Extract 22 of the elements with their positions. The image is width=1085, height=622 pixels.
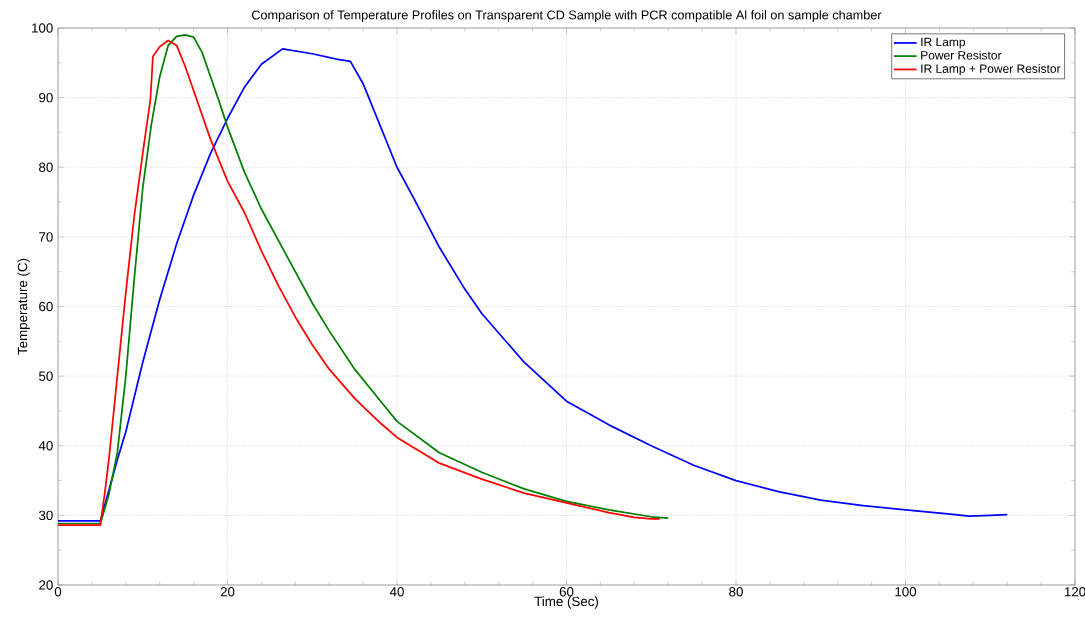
x-tick-label: 20 — [220, 587, 235, 597]
y-tick-label: 30 — [38, 510, 53, 521]
x-tick-label: 60 — [559, 587, 574, 597]
legend-label: IR Lamp — [921, 37, 966, 49]
chart-title: Comparison of Temperature Profiles on Transparent CD Sample with PCR compatible Al foil on sample chamber — [251, 10, 882, 22]
y-tick-label: 60 — [39, 301, 53, 312]
y-tick-label: 50 — [39, 371, 53, 381]
y-tick-label: 80 — [39, 162, 53, 172]
x-tick-label: 40 — [389, 587, 404, 597]
x-tick-label: 100 — [895, 587, 917, 597]
x-axis-title: Time (Sec) — [534, 596, 599, 609]
y-tick-label: 20 — [39, 580, 53, 590]
y-axis-title: Temperature (C) — [17, 258, 30, 355]
x-tick-label: 120 — [1064, 587, 1085, 597]
y-tick-label: 90 — [39, 92, 53, 103]
y-tick-label: 40 — [38, 441, 53, 451]
x-tick-label: 80 — [729, 587, 743, 597]
legend-label: IR Lamp + Power Resistor — [921, 64, 1061, 76]
x-tick-label: 0 — [54, 587, 62, 597]
y-tick-label: 100 — [32, 23, 53, 33]
legend-label: Power Resistor — [921, 50, 1002, 60]
y-tick-label: 70 — [39, 232, 53, 242]
